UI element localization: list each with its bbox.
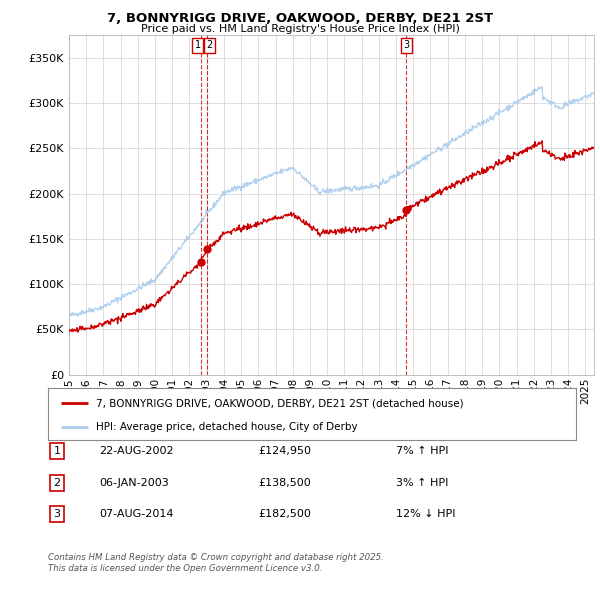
Text: £182,500: £182,500 — [258, 509, 311, 519]
Text: £138,500: £138,500 — [258, 478, 311, 487]
Text: Contains HM Land Registry data © Crown copyright and database right 2025.
This d: Contains HM Land Registry data © Crown c… — [48, 553, 384, 573]
Text: 07-AUG-2014: 07-AUG-2014 — [99, 509, 173, 519]
Text: 7, BONNYRIGG DRIVE, OAKWOOD, DERBY, DE21 2ST (detached house): 7, BONNYRIGG DRIVE, OAKWOOD, DERBY, DE21… — [95, 398, 463, 408]
Text: 22-AUG-2002: 22-AUG-2002 — [99, 447, 173, 456]
Text: £124,950: £124,950 — [258, 447, 311, 456]
Text: 7% ↑ HPI: 7% ↑ HPI — [396, 447, 449, 456]
Text: 2: 2 — [53, 478, 61, 487]
Text: 3: 3 — [403, 41, 409, 51]
Text: 06-JAN-2003: 06-JAN-2003 — [99, 478, 169, 487]
Text: 1: 1 — [195, 41, 201, 51]
Text: 3% ↑ HPI: 3% ↑ HPI — [396, 478, 448, 487]
Text: 3: 3 — [53, 509, 61, 519]
Text: HPI: Average price, detached house, City of Derby: HPI: Average price, detached house, City… — [95, 422, 357, 431]
Text: 7, BONNYRIGG DRIVE, OAKWOOD, DERBY, DE21 2ST: 7, BONNYRIGG DRIVE, OAKWOOD, DERBY, DE21… — [107, 12, 493, 25]
Text: 12% ↓ HPI: 12% ↓ HPI — [396, 509, 455, 519]
Text: Price paid vs. HM Land Registry's House Price Index (HPI): Price paid vs. HM Land Registry's House … — [140, 24, 460, 34]
Text: 1: 1 — [53, 447, 61, 456]
Text: 2: 2 — [206, 41, 213, 51]
